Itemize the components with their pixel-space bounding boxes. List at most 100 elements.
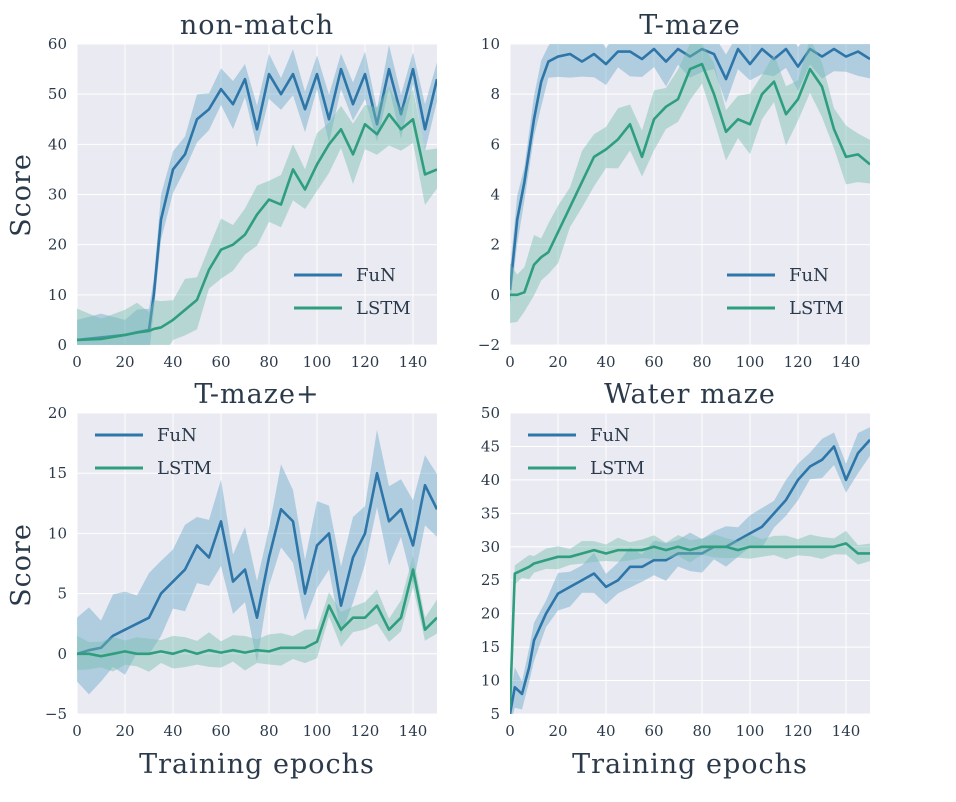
subplot-title: non-match xyxy=(180,10,334,41)
x-tick-label: 80 xyxy=(692,353,711,371)
y-tick-label: 2 xyxy=(490,236,500,254)
x-tick-label: 20 xyxy=(115,722,134,740)
x-tick-label: 0 xyxy=(505,722,515,740)
x-tick-label: 40 xyxy=(596,353,615,371)
x-tick-label: 20 xyxy=(115,353,134,371)
x-tick-label: 140 xyxy=(399,353,428,371)
x-tick-label: 120 xyxy=(784,353,813,371)
x-tick-label: 120 xyxy=(351,722,380,740)
series-line-fun xyxy=(510,47,870,290)
x-tick-label: 140 xyxy=(832,353,861,371)
y-tick-label: 4 xyxy=(490,186,500,204)
series-line-lstm xyxy=(510,62,870,297)
x-tick-label: 0 xyxy=(505,353,515,371)
y-tick-label: 20 xyxy=(48,404,67,422)
y-tick-label: 45 xyxy=(481,437,500,455)
y-tick-label: 20 xyxy=(481,605,500,623)
y-tick-label: 60 xyxy=(48,35,67,53)
subplot-t-maze: 0 20 40 60 80 100 120 140 −2 0 2 4 6 8 10 T-maze FuN LSTM xyxy=(478,10,870,371)
x-tick-label: 60 xyxy=(644,353,663,371)
y-tick-label: 8 xyxy=(490,85,500,103)
y-tick-label: 35 xyxy=(481,504,500,522)
legend-label-lstm: LSTM xyxy=(789,298,844,319)
series-line-lstm xyxy=(77,568,437,658)
x-tick-label: 100 xyxy=(303,722,332,740)
legend-label-lstm: LSTM xyxy=(356,298,411,319)
x-tick-label: 80 xyxy=(692,722,711,740)
y-tick-label: 0 xyxy=(57,336,67,354)
x-tick-label: 40 xyxy=(596,722,615,740)
subplot-title: T-maze+ xyxy=(194,379,319,410)
series-line-lstm xyxy=(510,542,870,708)
series-line-fun xyxy=(77,471,437,656)
legend-label-lstm: LSTM xyxy=(157,458,212,479)
series-line-fun xyxy=(510,438,870,714)
y-tick-label: 10 xyxy=(481,35,500,53)
subplot-title: T-maze xyxy=(639,10,741,41)
band-lstm xyxy=(77,555,437,672)
x-tick-label: 100 xyxy=(303,353,332,371)
x-tick-label: 40 xyxy=(163,722,182,740)
plot-area xyxy=(510,427,870,714)
y-tick-label: 30 xyxy=(481,538,500,556)
x-tick-label: 20 xyxy=(548,353,567,371)
y-tick-label: −5 xyxy=(45,705,67,723)
plot-background xyxy=(77,413,437,714)
y-tick-label: 15 xyxy=(48,464,67,482)
legend-label-fun: FuN xyxy=(157,425,197,446)
x-tick-label: 20 xyxy=(548,722,567,740)
band-lstm xyxy=(510,530,870,714)
legend-label-fun: FuN xyxy=(789,265,829,286)
legend-label-fun: FuN xyxy=(590,425,630,446)
y-tick-label: −2 xyxy=(478,336,500,354)
y-tick-label: 20 xyxy=(48,236,67,254)
y-tick-label: 10 xyxy=(48,286,67,304)
y-tick-label: 6 xyxy=(490,135,500,153)
x-tick-label: 80 xyxy=(259,353,278,371)
y-tick-label: 0 xyxy=(490,286,500,304)
y-tick-label: 40 xyxy=(48,135,67,153)
band-lstm xyxy=(510,44,870,324)
subplot-t-maze-plus: 0 20 40 60 80 100 120 140 −5 0 5 10 15 20 T-maze+ FuN LS… xyxy=(45,379,437,740)
y-tick-label: 15 xyxy=(481,638,500,656)
plot-background xyxy=(510,413,870,714)
x-tick-label: 100 xyxy=(736,722,765,740)
series-line-lstm xyxy=(77,112,437,342)
x-tick-label: 60 xyxy=(211,722,230,740)
x-axis-label-right: Training epochs xyxy=(572,749,808,780)
y-tick-label: 25 xyxy=(481,571,500,589)
band-fun xyxy=(77,429,437,695)
y-tick-label: 10 xyxy=(48,524,67,542)
y-tick-label: 40 xyxy=(481,471,500,489)
series-line-fun xyxy=(77,67,437,342)
x-tick-label: 0 xyxy=(72,722,82,740)
plot-area xyxy=(510,44,870,324)
plot-area xyxy=(77,429,437,695)
x-axis-label-left: Training epochs xyxy=(139,749,375,780)
y-tick-label: 0 xyxy=(57,645,67,663)
legend-label-lstm: LSTM xyxy=(590,458,645,479)
x-tick-label: 40 xyxy=(163,353,182,371)
legend-label-fun: FuN xyxy=(356,265,396,286)
band-fun xyxy=(510,427,870,714)
x-tick-label: 140 xyxy=(399,722,428,740)
y-axis-label-top: Score xyxy=(6,153,37,237)
x-tick-label: 0 xyxy=(72,353,82,371)
plot-area xyxy=(77,44,437,345)
x-tick-label: 120 xyxy=(784,722,813,740)
subplot-non-match: 0 20 40 60 80 100 120 140 0 10 20 30 40 50 60 non-match… xyxy=(48,10,437,371)
x-tick-label: 100 xyxy=(736,353,765,371)
x-tick-label: 60 xyxy=(211,353,230,371)
x-tick-label: 80 xyxy=(259,722,278,740)
y-tick-label: 10 xyxy=(481,672,500,690)
y-axis-label-bottom: Score xyxy=(6,523,37,607)
y-tick-label: 5 xyxy=(57,585,67,603)
y-tick-label: 50 xyxy=(48,85,67,103)
x-tick-label: 140 xyxy=(832,722,861,740)
x-tick-label: 60 xyxy=(644,722,663,740)
y-tick-label: 30 xyxy=(48,186,67,204)
subplot-water-maze: 0 20 40 60 80 100 120 140 5 10 15 20 25 30 35 40 45 50 Wat… xyxy=(481,379,870,740)
x-tick-label: 120 xyxy=(351,353,380,371)
y-tick-label: 50 xyxy=(481,404,500,422)
